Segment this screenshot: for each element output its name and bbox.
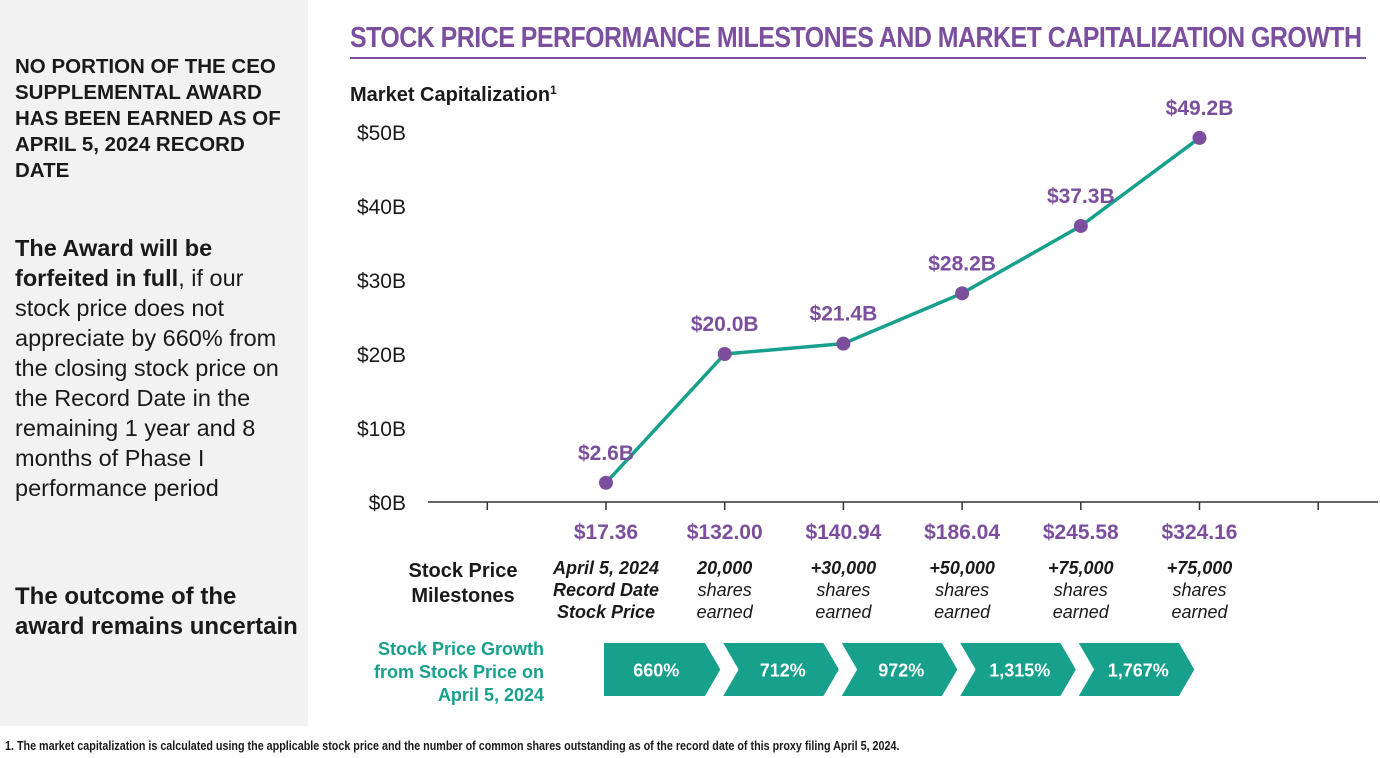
data-point	[599, 475, 613, 490]
milestone-line: Stock Price	[557, 602, 655, 622]
data-point	[1073, 218, 1088, 233]
growth-chevron	[1075, 641, 1197, 698]
growth-row: Stock Price Growth from Stock Price on Apr…	[374, 639, 1197, 705]
data-label: $49.2B	[1166, 97, 1234, 120]
growth-chevron	[838, 641, 960, 698]
y-tick-label: $40B	[357, 196, 406, 219]
milestone-line: +75,000	[1048, 558, 1114, 578]
milestones-header-line: Milestones	[411, 585, 514, 607]
y-tick-label: $0B	[369, 492, 406, 515]
milestone-line: shares	[1172, 580, 1226, 600]
x-tick-label: $324.16	[1162, 521, 1238, 544]
milestone-line: shares	[816, 580, 870, 600]
x-tick-labels: $17.36 $132.00 $140.94 $186.04 $245.58 $324.1…	[574, 521, 1238, 544]
forfeit-bold: The Award will be forfeited in full	[15, 235, 213, 291]
x-tick-label: $132.00	[687, 521, 763, 544]
milestone-line: April 5, 2024	[552, 558, 659, 578]
growth-header-line: from Stock Price on	[374, 662, 544, 682]
series-line	[604, 136, 1201, 484]
data-label: $37.3B	[1047, 185, 1115, 208]
milestone-line: earned	[1171, 602, 1228, 622]
y-axis-label: Market Capitalization1	[350, 83, 557, 106]
growth-chevron	[602, 641, 723, 698]
milestone-line: earned	[934, 602, 991, 622]
growth-header-line: April 5, 2024	[438, 685, 544, 705]
growth-chevron	[956, 641, 1079, 698]
x-axis	[428, 501, 1378, 510]
growth-value: 1,315%	[989, 661, 1050, 681]
growth-value: 660%	[633, 661, 679, 681]
growth-value: 1,767%	[1108, 661, 1169, 681]
milestone-line: 20,000	[696, 558, 752, 578]
data-point	[1192, 130, 1207, 145]
milestone-line: earned	[1053, 602, 1110, 622]
data-point	[955, 286, 970, 301]
x-tick-label: $245.58	[1043, 521, 1119, 544]
sidebar-panel: NO PORTION OF THE CEO SUPPLEMENTAL AWARD…	[0, 0, 308, 726]
award-notice: NO PORTION OF THE CEO SUPPLEMENTAL AWARD…	[15, 55, 281, 182]
market-cap-series: $2.6B $20.0B $21.4B $28.2B $37.3B $49.2B	[578, 97, 1233, 490]
y-tick-label: $10B	[357, 418, 406, 441]
y-axis-label-text: Market Capitalization	[350, 84, 550, 106]
y-tick-label: $20B	[357, 344, 406, 367]
milestone-line: +30,000	[811, 558, 877, 578]
forfeit-statement: The Award will be forfeited in full, if …	[15, 233, 300, 503]
growth-value: 972%	[878, 661, 924, 681]
outcome-statement: The outcome of the award remains uncerta…	[15, 583, 298, 640]
growth-value: 712%	[760, 661, 806, 681]
growth-header-line: Stock Price Growth	[378, 639, 544, 659]
milestone-line: +75,000	[1167, 558, 1233, 578]
data-label: $2.6B	[578, 442, 634, 465]
title-divider	[350, 57, 1366, 59]
milestone-line: shares	[698, 580, 752, 600]
data-label: $28.2B	[928, 252, 996, 275]
forfeit-rest: , if our stock price does not appreciate…	[15, 265, 279, 501]
milestone-line: earned	[815, 602, 872, 622]
data-point	[836, 336, 851, 351]
y-axis-ticks: $50B $40B $30B $20B $10B $0B	[357, 122, 406, 515]
y-tick-label: $30B	[357, 270, 406, 293]
x-tick-label: $140.94	[805, 521, 881, 544]
y-axis-label-sup: 1	[550, 83, 557, 97]
data-label: $20.0B	[691, 313, 759, 336]
data-point	[717, 347, 732, 361]
milestones-header-line: Stock Price	[409, 560, 518, 582]
milestones-row: Stock Price Milestones April 5, 2024Record…	[409, 558, 1233, 622]
milestone-line: shares	[935, 580, 989, 600]
x-tick-label: $17.36	[574, 521, 638, 544]
footnote: 1. The market capitalization is calculat…	[5, 739, 900, 753]
milestone-line: Record Date	[553, 580, 659, 600]
y-tick-label: $50B	[357, 122, 406, 145]
data-label: $21.4B	[810, 303, 878, 326]
chart-title: STOCK PRICE PERFORMANCE MILESTONES AND M…	[350, 22, 1362, 54]
milestone-line: earned	[697, 602, 754, 622]
milestone-line: shares	[1054, 580, 1108, 600]
x-tick-label: $186.04	[924, 521, 1000, 544]
milestone-line: +50,000	[929, 558, 995, 578]
growth-chevron	[719, 641, 842, 698]
